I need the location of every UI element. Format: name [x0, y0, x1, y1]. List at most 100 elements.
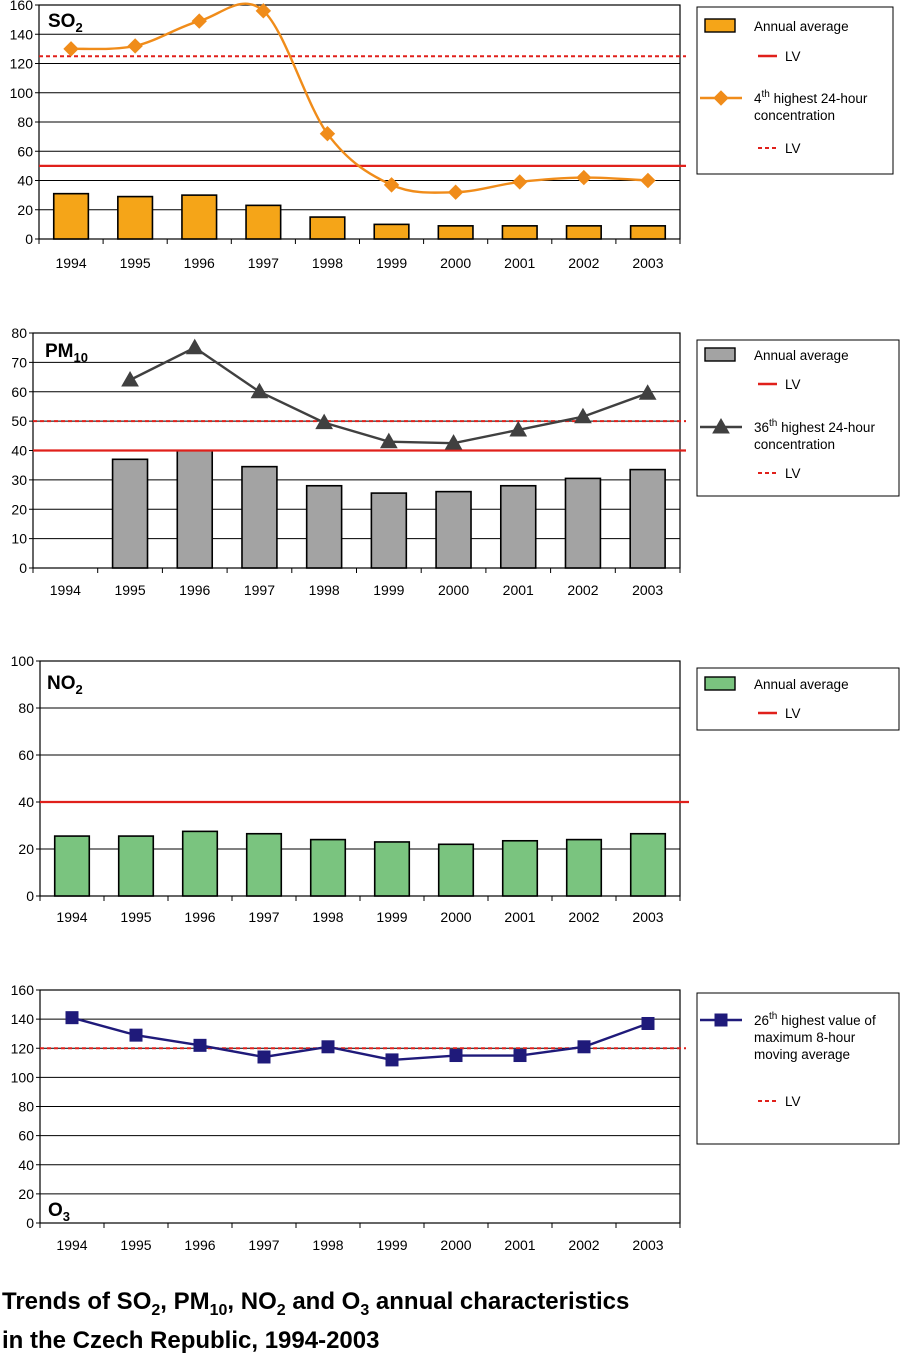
- x-tick-label: 1998: [309, 582, 340, 598]
- y-tick-label: 0: [26, 888, 34, 904]
- x-tick-label: 1998: [312, 255, 343, 271]
- y-tick-label: 100: [11, 1069, 35, 1085]
- y-tick-label: 20: [18, 841, 34, 857]
- legend-box: [696, 6, 894, 175]
- data-point: [638, 384, 657, 400]
- figure-caption: Trends of SO2, PM10, NO2 and O3 annual c…: [2, 1287, 629, 1356]
- bar: [117, 835, 155, 897]
- data-point: [509, 420, 528, 437]
- y-tick-label: 10: [11, 531, 27, 547]
- x-tick-label: 1999: [376, 909, 407, 925]
- caption-sub: 2: [151, 1301, 161, 1319]
- legend-label: LV: [785, 466, 801, 481]
- bar: [501, 225, 538, 240]
- y-tick-label: 20: [11, 501, 27, 517]
- caption-sub: 2: [276, 1301, 286, 1319]
- data-point: [63, 41, 79, 57]
- bar: [117, 195, 154, 240]
- legend: Annual average LV 36th highest 24-hour conc…: [696, 339, 900, 497]
- panel-title: NO2: [47, 673, 83, 697]
- x-tick-label: 1995: [114, 582, 145, 598]
- data-point: [321, 1040, 335, 1054]
- bar: [564, 477, 602, 569]
- y-tick-label: 80: [18, 1099, 34, 1115]
- x-tick-label: 2002: [567, 582, 598, 598]
- data-point: [185, 338, 204, 355]
- data-point: [65, 1011, 79, 1025]
- data-point: [257, 1050, 271, 1064]
- y-tick-label: 60: [18, 1128, 34, 1144]
- legend: 26th highest value of maximum 8-hour movin…: [696, 992, 900, 1145]
- x-tick-label: 1999: [376, 1237, 407, 1253]
- data-point: [444, 434, 463, 450]
- x-tick-label: 1998: [312, 909, 343, 925]
- x-tick-label: 2001: [504, 1237, 535, 1253]
- bar: [565, 838, 603, 897]
- x-tick-label: 2003: [632, 909, 663, 925]
- y-tick-label: 80: [11, 325, 27, 341]
- y-tick-label: 80: [17, 114, 33, 130]
- bar: [181, 194, 218, 240]
- bar: [437, 225, 474, 240]
- data-point: [577, 1040, 591, 1054]
- bar: [565, 225, 602, 240]
- x-tick-label: 1997: [248, 909, 279, 925]
- y-tick-label: 30: [11, 472, 27, 488]
- x-tick-label: 1994: [55, 255, 86, 271]
- y-tick-label: 120: [11, 1040, 35, 1056]
- series-line: [71, 1016, 649, 1062]
- legend-label-line2: maximum 8-hour: [754, 1030, 856, 1045]
- x-tick-label: 1995: [120, 909, 151, 925]
- data-point: [379, 432, 398, 449]
- x-tick-label: 2001: [504, 909, 535, 925]
- y-tick-label: 100: [11, 653, 35, 669]
- x-tick-label: 2001: [504, 255, 535, 271]
- x-tick-label: 1996: [184, 909, 215, 925]
- legend-label: Annual average: [754, 677, 849, 692]
- chart-panel-4: 0 20 40 60 80 100 120 140 160 1994 1995 1996 1997 199…: [11, 982, 900, 1253]
- x-tick-label: 2000: [438, 582, 469, 598]
- data-point: [641, 1016, 655, 1030]
- legend-label: Annual average: [754, 19, 849, 34]
- y-tick-label: 40: [17, 173, 33, 189]
- x-tick-label: 2003: [632, 582, 663, 598]
- caption-sub: 10: [209, 1301, 228, 1319]
- caption-line-2: in the Czech Republic, 1994-2003: [2, 1326, 380, 1354]
- x-tick-label: 2003: [632, 255, 663, 271]
- legend-marker: [714, 1013, 728, 1027]
- x-tick-label: 1999: [373, 582, 404, 598]
- panel-title: PM10: [45, 341, 88, 365]
- y-tick-label: 0: [19, 560, 27, 576]
- bar: [629, 468, 666, 569]
- series-line: [70, 2, 649, 194]
- legend: Annual average LV: [696, 667, 900, 731]
- legend-swatch: [704, 347, 736, 362]
- data-point: [512, 174, 528, 190]
- data-point: [513, 1049, 527, 1063]
- legend-label: Annual average: [754, 348, 849, 363]
- caption-line-1: Trends of SO2, PM10, NO2 and O3 annual c…: [2, 1287, 629, 1326]
- legend-label: LV: [785, 706, 801, 721]
- data-point: [127, 38, 143, 54]
- x-tick-label: 1996: [184, 1237, 215, 1253]
- bar: [52, 192, 90, 240]
- bar: [245, 832, 283, 897]
- chart-panel-1: 0 20 40 60 80 100 120 140 160 1994 1995 1996 1997 199…: [10, 0, 894, 271]
- caption-sub: 3: [360, 1301, 370, 1319]
- caption-text: annual characteristics: [369, 1288, 630, 1315]
- data-point: [193, 1038, 207, 1052]
- bar: [309, 838, 347, 897]
- legend-swatch: [704, 18, 736, 33]
- y-tick-label: 60: [11, 384, 27, 400]
- legend-box: [696, 992, 900, 1145]
- x-tick-label: 1996: [179, 582, 210, 598]
- legend-label: 36th highest 24-hour: [754, 418, 875, 435]
- caption-text: and O: [285, 1288, 361, 1315]
- x-tick-label: 1998: [312, 1237, 343, 1253]
- y-tick-label: 60: [18, 747, 34, 763]
- data-point: [576, 169, 592, 186]
- data-point: [250, 382, 269, 399]
- y-tick-label: 0: [26, 1215, 34, 1231]
- data-point: [447, 184, 464, 200]
